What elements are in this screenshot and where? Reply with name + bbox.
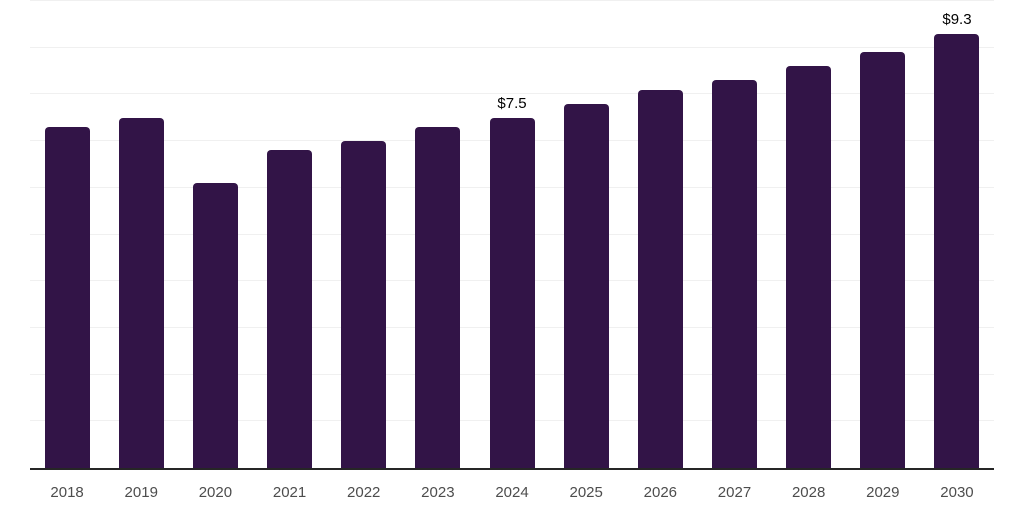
bars: $7.5 $9.3: [30, 1, 994, 468]
bar-column-2018: [30, 1, 104, 468]
bar-2021: [267, 150, 313, 468]
x-tick-label-2030: 2030: [940, 484, 974, 501]
x-tick-label-2022: 2022: [347, 484, 381, 501]
bar-2022: [341, 141, 387, 468]
bar-column-2027: [697, 1, 771, 468]
x-tick-label-2019: 2019: [124, 484, 158, 501]
bar-2025: [563, 103, 609, 468]
bar-column-2028: [772, 1, 846, 468]
bar-column-2026: [623, 1, 697, 468]
bar-column-2025: [549, 1, 623, 468]
x-tick-label-2023: 2023: [421, 484, 455, 501]
gridline: [30, 0, 994, 1]
bar-2029: [860, 52, 906, 468]
bar-2027: [711, 80, 757, 468]
x-axis-labels: 2018 2019 2020 2021 2022 2023 2024 2025 2026 2027…: [30, 472, 994, 512]
bar-column-2029: [846, 1, 920, 468]
bar-2026: [637, 89, 683, 468]
bar-2024: [489, 117, 535, 468]
bar-2023: [415, 127, 461, 468]
x-tick-label-2018: 2018: [50, 484, 84, 501]
plot-area: $7.5 $9.3: [30, 0, 994, 470]
x-tick-label-2029: 2029: [866, 484, 900, 501]
data-label-2030: $9.3: [942, 10, 972, 28]
gridline: [30, 46, 994, 48]
bar-column-2021: [252, 1, 326, 468]
bar-2028: [786, 66, 832, 468]
bar-column-2020: [178, 1, 252, 468]
bar-2019: [118, 117, 164, 468]
x-tick-label-2024: 2024: [495, 484, 529, 501]
x-tick-label-2021: 2021: [272, 484, 307, 501]
bar-2020: [192, 183, 238, 468]
bar-column-2030: $9.3: [920, 1, 994, 468]
bar-2030: [934, 33, 980, 468]
x-tick-label-2028: 2028: [791, 484, 826, 501]
bar-column-2019: [104, 1, 178, 468]
bar-column-2024: $7.5: [475, 1, 549, 468]
x-tick-label-2020: 2020: [198, 484, 233, 501]
bar-column-2022: [327, 1, 401, 468]
bar-2018: [44, 127, 90, 468]
bar-column-2023: [401, 1, 475, 468]
x-tick-label-2027: 2027: [717, 484, 752, 501]
data-label-2024: $7.5: [497, 94, 527, 112]
gridline: [30, 93, 994, 95]
x-tick-label-2026: 2026: [643, 484, 678, 501]
x-tick-label-2025: 2025: [569, 484, 603, 501]
